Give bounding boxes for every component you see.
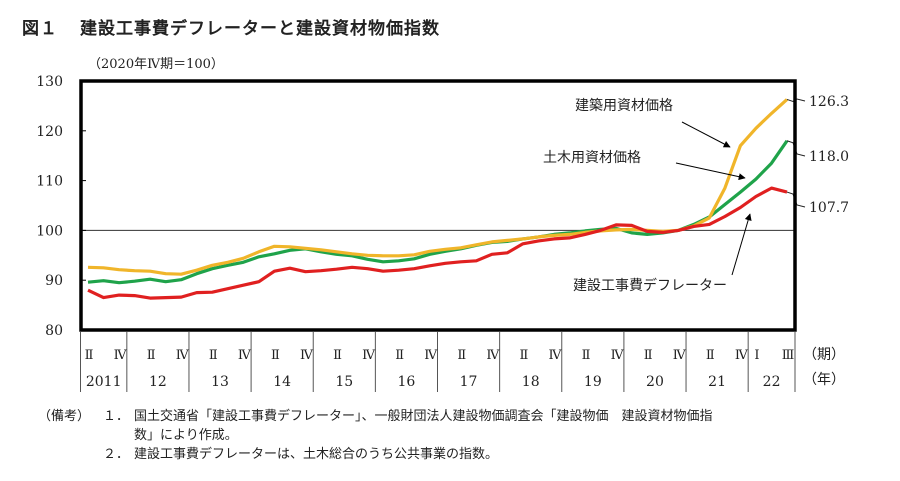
annotation-arrow bbox=[681, 121, 731, 148]
figure-number: 図１ bbox=[22, 19, 58, 39]
note-text: 建設工事費デフレーターは、土木総合のうち公共事業の指数。 bbox=[134, 447, 499, 462]
x-quarter-label: Ⅳ bbox=[486, 348, 500, 363]
annotation-arrow bbox=[731, 213, 752, 276]
y-tick-label: 80 bbox=[45, 323, 63, 339]
x-year-label: 22 bbox=[763, 374, 781, 390]
annotation-arrow bbox=[675, 162, 746, 181]
series-annotation-label: 建築用資材価格 bbox=[575, 98, 673, 114]
x-year-label: 21 bbox=[708, 374, 726, 390]
end-value-label: 126.3 bbox=[809, 94, 849, 110]
series-annotation-label: 建設工事費デフレーター bbox=[573, 277, 727, 294]
note-text: 国土交通省「建設工事費デフレーター」、一般財団法人建設物価調査会「建設物価 建設… bbox=[134, 409, 713, 424]
y-tick-label: 100 bbox=[36, 223, 63, 239]
x-quarter-label: Ⅳ bbox=[238, 348, 252, 363]
x-quarter-label: Ⅳ bbox=[735, 348, 749, 363]
x-quarter-label: Ⅳ bbox=[176, 348, 190, 363]
x-quarter-label: Ⅱ bbox=[706, 348, 715, 363]
series-line bbox=[87, 186, 788, 300]
x-year-label: 14 bbox=[273, 374, 291, 390]
x-quarter-label: Ⅱ bbox=[644, 348, 653, 363]
x-year-label: 19 bbox=[584, 374, 602, 390]
x-quarter-label: Ⅱ bbox=[85, 348, 94, 363]
x-quarter-label: Ⅳ bbox=[114, 348, 128, 363]
figure-title-text: 建設工事費デフレーターと建設資材物価指数 bbox=[80, 19, 440, 39]
x-quarter-label: Ⅱ bbox=[147, 348, 156, 363]
plot-frame bbox=[79, 79, 797, 332]
x-quarter-label: Ⅱ bbox=[333, 348, 342, 363]
x-quarter-label: Ⅱ bbox=[520, 348, 529, 363]
x-year-label: 13 bbox=[211, 374, 229, 390]
x-quarter-label: Ⅱ bbox=[271, 348, 280, 363]
series-annotation-label: 土木用資材価格 bbox=[543, 150, 641, 166]
y-tick-label: 130 bbox=[36, 74, 63, 90]
note-text: 数」により作成。 bbox=[134, 428, 238, 443]
series-line bbox=[87, 139, 789, 285]
x-unit-year: （年） bbox=[803, 372, 845, 388]
x-quarter-label: Ⅱ bbox=[209, 348, 218, 363]
note-index: ２． bbox=[103, 447, 130, 462]
notes-head: （備考） bbox=[38, 409, 91, 424]
unit-label: （2020年Ⅳ期＝100） bbox=[88, 57, 224, 72]
x-quarter-label: Ⅳ bbox=[362, 348, 376, 363]
y-tick-label: 120 bbox=[36, 124, 63, 140]
x-unit-quarter: （期） bbox=[803, 347, 845, 363]
x-quarter-label: Ⅳ bbox=[424, 348, 438, 363]
x-year-label: 15 bbox=[335, 374, 353, 390]
series-line bbox=[87, 98, 789, 276]
x-quarter-label: Ⅳ bbox=[549, 348, 563, 363]
x-year-label: 20 bbox=[646, 374, 664, 390]
x-quarter-label: Ⅰ bbox=[754, 348, 759, 363]
end-value-label: 107.7 bbox=[809, 200, 849, 216]
y-tick-label: 110 bbox=[36, 174, 63, 190]
end-value-label: 118.0 bbox=[809, 149, 849, 165]
x-year-label: 17 bbox=[460, 374, 478, 390]
x-quarter-label: Ⅱ bbox=[395, 348, 404, 363]
x-year-label: 2011 bbox=[86, 374, 122, 390]
y-tick-label: 90 bbox=[45, 273, 63, 289]
x-quarter-label: Ⅲ bbox=[782, 348, 795, 363]
x-year-label: 12 bbox=[149, 374, 167, 390]
x-quarter-label: Ⅳ bbox=[611, 348, 625, 363]
x-quarter-label: Ⅱ bbox=[582, 348, 591, 363]
note-index: １． bbox=[103, 409, 130, 424]
x-quarter-label: Ⅳ bbox=[673, 348, 687, 363]
x-year-label: 18 bbox=[522, 374, 540, 390]
x-quarter-label: Ⅳ bbox=[300, 348, 314, 363]
x-year-label: 16 bbox=[398, 374, 416, 390]
x-quarter-label: Ⅱ bbox=[457, 348, 466, 363]
figure-title: 図１ 建設工事費デフレーターと建設資材物価指数 bbox=[22, 14, 440, 39]
